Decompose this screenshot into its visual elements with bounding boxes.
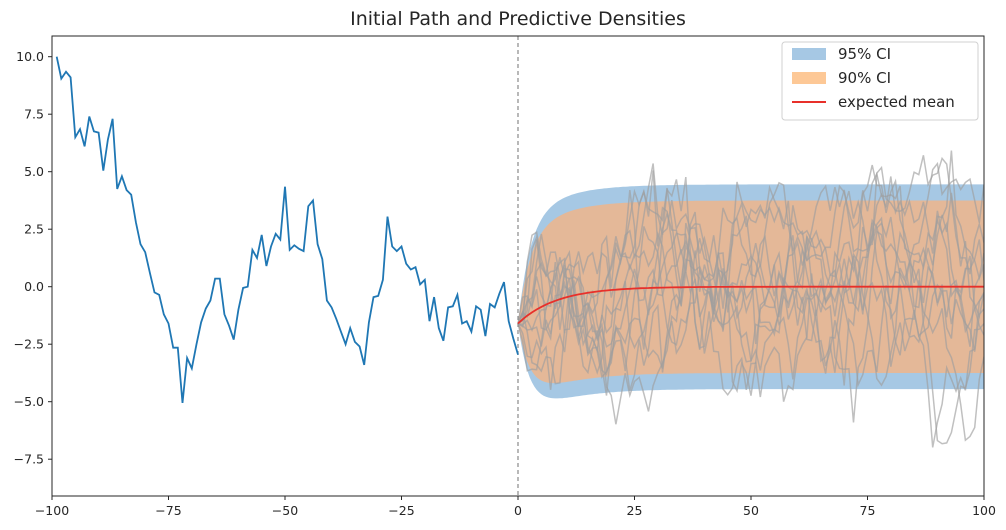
legend: 95% CI 90% CI expected mean bbox=[781, 41, 979, 121]
legend-label: 90% CI bbox=[838, 69, 891, 87]
sample-path bbox=[517, 161, 984, 374]
x-tick-label: −50 bbox=[272, 503, 298, 518]
x-axis: −100 −75 −50 −25 0 25 50 75 100 bbox=[35, 496, 996, 518]
sample-paths bbox=[517, 150, 984, 448]
x-tick-label: −75 bbox=[155, 503, 181, 518]
sample-path bbox=[517, 155, 984, 402]
expected-mean-line bbox=[517, 285, 984, 325]
sample-path bbox=[517, 171, 984, 396]
legend-swatch bbox=[792, 72, 826, 84]
x-tick-label: 25 bbox=[627, 503, 643, 518]
initial-path-line bbox=[55, 56, 519, 403]
legend-box bbox=[781, 41, 979, 121]
y-axis: −7.5 −5.0 −2.5 0.0 2.5 5.0 7.5 10.0 bbox=[14, 49, 52, 467]
legend-label: expected mean bbox=[838, 93, 955, 111]
sample-path bbox=[517, 190, 984, 423]
y-tick-label: −5.0 bbox=[14, 394, 44, 409]
y-tick-label: −2.5 bbox=[14, 337, 44, 352]
y-tick-label: −7.5 bbox=[14, 452, 44, 467]
plot-area bbox=[55, 36, 984, 496]
legend-swatch bbox=[792, 48, 826, 60]
chart-title: Initial Path and Predictive Densities bbox=[350, 8, 686, 30]
x-tick-label: 75 bbox=[860, 503, 876, 518]
y-tick-label: 7.5 bbox=[24, 107, 44, 122]
x-tick-label: −25 bbox=[388, 503, 414, 518]
y-tick-label: 5.0 bbox=[24, 164, 44, 179]
sample-path bbox=[517, 181, 984, 448]
legend-label: 95% CI bbox=[838, 45, 891, 63]
sample-path bbox=[517, 170, 984, 374]
x-tick-label: 50 bbox=[743, 503, 759, 518]
y-tick-label: 10.0 bbox=[16, 49, 44, 64]
x-tick-label: −100 bbox=[35, 503, 69, 518]
x-tick-label: 100 bbox=[972, 503, 996, 518]
y-tick-label: 2.5 bbox=[24, 222, 44, 237]
x-tick-label: 0 bbox=[514, 503, 522, 518]
y-tick-label: 0.0 bbox=[24, 279, 44, 294]
sample-path bbox=[517, 150, 984, 425]
